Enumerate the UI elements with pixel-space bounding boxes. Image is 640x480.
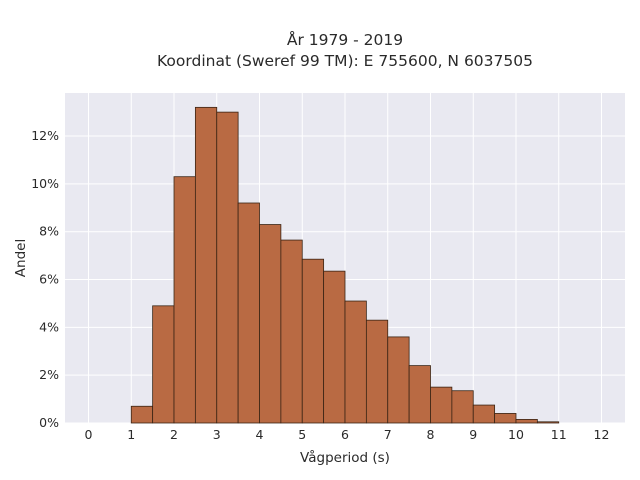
histogram-bar-6 xyxy=(216,111,239,424)
x-tick-label-12: 12 xyxy=(594,427,610,442)
histogram-bar-8 xyxy=(259,224,282,424)
chart-title-line-2: Koordinat (Sweref 99 TM): E 755600, N 60… xyxy=(157,52,533,70)
histogram-bar-18 xyxy=(472,404,496,424)
histogram-bar-12 xyxy=(344,300,367,424)
x-axis-label: Vågperiod (s) xyxy=(300,449,390,466)
x-tick-label-0: 0 xyxy=(85,427,93,442)
x-tick-label-9: 9 xyxy=(469,427,477,442)
histogram-bar-17 xyxy=(451,390,474,424)
y-axis-label: Andel xyxy=(13,239,29,277)
chart-title-line-1: År 1979 - 2019 xyxy=(287,30,403,49)
histogram-bar-20 xyxy=(515,419,538,424)
histogram-bar-5 xyxy=(194,106,218,424)
x-axis-ticks: 0 1 2 3 4 5 6 7 8 9 10 11 12 xyxy=(85,427,610,442)
x-tick-label-8: 8 xyxy=(427,427,435,442)
histogram-bar-16 xyxy=(430,386,453,424)
histogram-bar-2 xyxy=(130,405,154,424)
x-tick-label-5: 5 xyxy=(298,427,306,442)
x-tick-label-2: 2 xyxy=(170,427,178,442)
histogram-bar-21 xyxy=(536,421,560,424)
y-tick-label-0: 0% xyxy=(39,415,59,430)
y-tick-label-8: 8% xyxy=(39,224,59,239)
x-tick-label-3: 3 xyxy=(213,427,221,442)
histogram-bar-7 xyxy=(237,202,260,424)
histogram-bar-13 xyxy=(365,319,389,424)
x-tick-label-10: 10 xyxy=(508,427,524,442)
y-axis-ticks: 0% 2% 4% 6% 8% 10% 12% xyxy=(31,128,59,430)
histogram-bar-11 xyxy=(323,270,346,424)
y-tick-label-2: 2% xyxy=(39,367,59,382)
histogram-bar-3 xyxy=(152,305,175,424)
x-tick-label-11: 11 xyxy=(551,427,567,442)
histogram-bars xyxy=(130,106,560,424)
histogram-bar-4 xyxy=(173,176,196,424)
x-tick-label-1: 1 xyxy=(127,427,135,442)
x-tick-label-4: 4 xyxy=(256,427,264,442)
histogram-bar-15 xyxy=(408,365,431,424)
y-tick-label-4: 4% xyxy=(39,319,59,334)
y-tick-label-6: 6% xyxy=(39,272,59,287)
x-tick-label-6: 6 xyxy=(341,427,349,442)
y-tick-label-12: 12% xyxy=(31,128,59,143)
histogram-bar-9 xyxy=(280,239,303,424)
x-tick-label-7: 7 xyxy=(384,427,392,442)
histogram-bar-10 xyxy=(301,258,325,424)
histogram-bar-14 xyxy=(387,336,410,424)
histogram-bar-19 xyxy=(494,413,517,424)
y-tick-label-10: 10% xyxy=(31,176,59,191)
